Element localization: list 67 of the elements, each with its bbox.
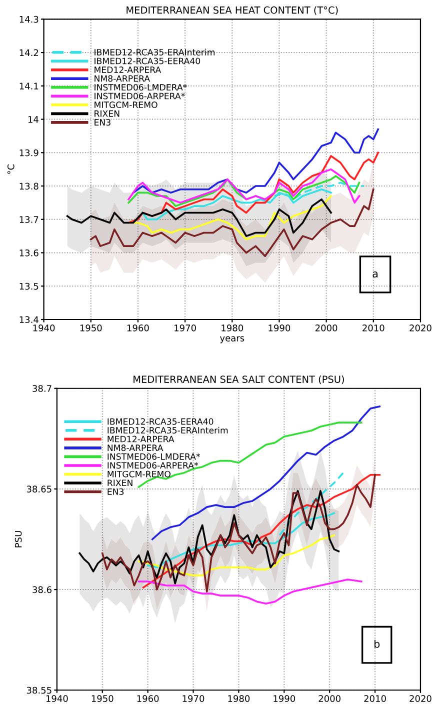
y-tick-label: 14.1 xyxy=(20,82,38,90)
y-tick-label: 14.2 xyxy=(20,49,38,56)
legend-label: IBMED12-RCA35-ERAInterim xyxy=(94,48,215,56)
legend-label: IBMED12-RCA35-EERA40 xyxy=(108,418,214,425)
line-series xyxy=(138,534,336,576)
x-tick-label: 1960 xyxy=(137,695,159,702)
legend-label: INSTMED06-ARPERA* xyxy=(94,92,185,100)
line-series xyxy=(78,490,340,584)
line-series xyxy=(278,472,344,536)
line-series xyxy=(128,152,380,224)
annotation: a xyxy=(372,271,378,278)
legend-label: NM8-ARPERA xyxy=(94,75,150,82)
legend-label: INSTMED06-LMDERA* xyxy=(94,84,187,91)
legend-label: MED12-ARPERA xyxy=(108,436,174,442)
x-tick-label: 1950 xyxy=(92,695,114,702)
line-series xyxy=(90,188,374,257)
x-tick-label: 1970 xyxy=(174,324,196,332)
y-axis-title: °C xyxy=(7,164,14,174)
y-tick-label: 13.6 xyxy=(20,249,38,256)
chart-title: MEDITERRANEAN SEA SALT CONTENT (PSU) xyxy=(134,375,344,384)
x-tick-label: 1950 xyxy=(80,324,102,332)
chart-title: MEDITERRANEAN SEA HEAT CONTENT (T°C) xyxy=(126,6,338,15)
x-tick-label: 1990 xyxy=(274,695,296,702)
y-tick-label: 13.4 xyxy=(20,316,38,324)
x-axis-title: years xyxy=(220,336,244,344)
y-tick-label: 13.9 xyxy=(20,149,38,156)
annotation: b xyxy=(374,640,380,648)
y-tick-label: 38.6 xyxy=(32,586,52,594)
x-tick-label: 2020 xyxy=(410,324,432,332)
x-tick-label: 1990 xyxy=(268,324,290,332)
legend-label: MITGCM-REMO xyxy=(94,102,158,108)
y-tick-label: 14.3 xyxy=(20,16,38,23)
x-tick-label: 1960 xyxy=(127,324,149,332)
y-tick-label: 13.7 xyxy=(20,216,38,223)
x-tick-label: 1970 xyxy=(182,695,204,702)
y-tick-label: 38.65 xyxy=(26,486,52,493)
line-series xyxy=(66,198,332,237)
x-tick-label: 1980 xyxy=(228,695,250,702)
legend-label: IBMED12-RCA35-ERAInterim xyxy=(108,426,228,434)
y-tick-label: 13.5 xyxy=(20,282,38,290)
legend-label: EN3 xyxy=(94,119,110,126)
x-tick-label: 2020 xyxy=(410,695,432,702)
y-axis-title: PSU xyxy=(14,531,22,548)
x-tick-label: 1940 xyxy=(46,695,68,702)
legend-label: RIXEN xyxy=(94,110,120,117)
legend-label: EN3 xyxy=(108,488,124,495)
legend-label: MITGCM-REMO xyxy=(108,470,170,478)
legend-label: MED12-ARPERA xyxy=(94,66,162,73)
legend-label: IBMED12-RCA35-EERA40 xyxy=(94,58,200,64)
legend-label: INSTMED06-LMDERA* xyxy=(108,453,200,460)
legend-label: NM8-ARPERA xyxy=(108,444,164,452)
x-tick-label: 1980 xyxy=(222,324,244,332)
line-series xyxy=(146,512,336,568)
x-tick-label: 2010 xyxy=(364,695,386,702)
x-tick-label: 2010 xyxy=(362,324,384,332)
y-tick-label: 14 xyxy=(28,116,38,123)
x-tick-label: 2000 xyxy=(315,324,338,332)
y-tick-label: 38.7 xyxy=(32,385,52,392)
legend-label: RIXEN xyxy=(108,480,132,486)
x-tick-label: 2000 xyxy=(318,695,340,702)
line-series xyxy=(138,578,362,605)
line-series xyxy=(128,168,360,204)
line-series xyxy=(132,128,380,194)
y-tick-label: 13.8 xyxy=(20,182,38,190)
x-tick-label: 1940 xyxy=(33,324,55,332)
legend-label: INSTMED06-ARPERA* xyxy=(108,462,198,469)
y-tick-label: 38.55 xyxy=(26,686,52,694)
